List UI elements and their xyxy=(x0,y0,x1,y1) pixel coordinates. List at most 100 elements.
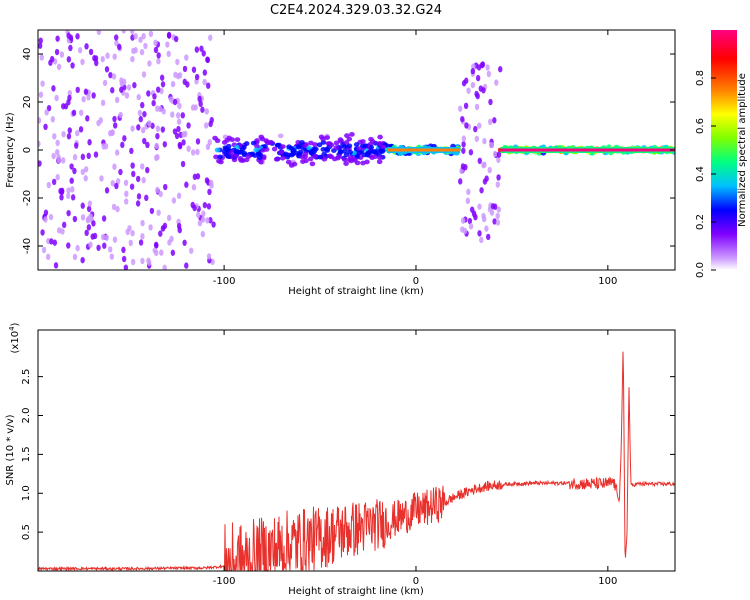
heatmap-cell xyxy=(122,78,127,86)
heatmap-cell xyxy=(43,216,48,223)
heatmap-cell xyxy=(158,190,163,198)
heatmap-cell xyxy=(158,230,163,237)
heatmap-cell xyxy=(81,96,86,103)
heatmap-cell xyxy=(171,197,177,204)
heatmap-cell xyxy=(88,241,93,248)
heatmap-cell xyxy=(78,126,84,133)
heatmap-cell xyxy=(80,214,86,221)
heatmap-cell xyxy=(200,216,206,223)
heatmap-cell xyxy=(80,256,85,264)
heatmap-cell xyxy=(39,54,44,61)
heatmap-cell xyxy=(180,160,186,168)
spectrogram-y-axis-label: Frequency (Hz) xyxy=(5,112,16,188)
heatmap-cell xyxy=(121,246,126,254)
heatmap-cell xyxy=(140,219,145,227)
heatmap-cell xyxy=(139,48,145,56)
heatmap-cell xyxy=(182,78,187,86)
heatmap-cell xyxy=(468,149,474,156)
heatmap-cell xyxy=(38,91,44,98)
heatmap-cell xyxy=(114,96,120,104)
heatmap-cell xyxy=(100,233,106,241)
heatmap-cell xyxy=(178,143,183,150)
heatmap-cell xyxy=(494,79,499,86)
heatmap-cell xyxy=(324,148,331,153)
spectrogram-x-axis-label: Height of straight line (km) xyxy=(288,286,424,297)
heatmap-cell xyxy=(87,200,93,207)
heatmap-cell xyxy=(190,149,196,156)
heatmap-cell xyxy=(495,181,500,188)
heatmap-cell xyxy=(189,247,194,254)
heatmap-cell xyxy=(68,44,73,52)
heatmap-cell xyxy=(260,147,266,153)
heatmap-cell xyxy=(177,102,182,110)
heatmap-cell xyxy=(343,140,350,145)
heatmap-cell xyxy=(147,120,152,127)
heatmap-cell xyxy=(477,122,482,129)
heatmap-cell xyxy=(77,47,83,54)
spectrogram-y-tick-label: 40 xyxy=(22,48,33,61)
heatmap-cell xyxy=(380,144,386,150)
heatmap-cell xyxy=(475,92,480,100)
heatmap-cell xyxy=(130,125,135,132)
heatmap-cell xyxy=(140,163,145,170)
heatmap-cell xyxy=(306,145,312,151)
snr-y-tick-label: 1.0 xyxy=(21,485,32,501)
heatmap-cell xyxy=(377,155,383,160)
snr-x-ticks: -100 0 100 xyxy=(213,330,617,587)
heatmap-cell xyxy=(51,178,57,186)
heatmap-cell xyxy=(125,228,130,236)
figure-title: C2E4.2024.329.03.32.G24 xyxy=(270,3,442,18)
heatmap-cell xyxy=(291,161,298,167)
heatmap-cell xyxy=(131,170,136,178)
heatmap-cell xyxy=(477,203,482,210)
heatmap-cell xyxy=(492,150,498,158)
heatmap-cell xyxy=(312,142,318,147)
heatmap-cell xyxy=(114,182,119,190)
heatmap-cell xyxy=(285,159,292,165)
heatmap-cell xyxy=(153,46,159,54)
heatmap-cell xyxy=(184,181,189,188)
heatmap-cell xyxy=(482,137,487,145)
heatmap-cell xyxy=(52,133,57,140)
heatmap-cell xyxy=(233,149,240,155)
heatmap-cell xyxy=(222,145,229,151)
heatmap-cell xyxy=(59,51,65,58)
heatmap-cell xyxy=(243,141,250,146)
heatmap-cell xyxy=(156,52,161,59)
heatmap-cell xyxy=(302,154,308,160)
heatmap-cell xyxy=(312,153,319,159)
heatmap-cell xyxy=(67,127,72,134)
heatmap-cell xyxy=(278,149,284,155)
heatmap-cell xyxy=(202,201,208,209)
heatmap-cell xyxy=(46,104,52,112)
snr-x-tick-label: 100 xyxy=(598,576,617,587)
spectrogram-x-tick-label: 100 xyxy=(598,276,617,287)
colorbar-tick-label: 0.2 xyxy=(695,214,706,230)
heatmap-cell xyxy=(360,139,366,144)
heatmap-cell xyxy=(195,138,201,145)
heatmap-cell xyxy=(161,108,166,115)
heatmap-cell xyxy=(119,86,124,93)
heatmap-cell xyxy=(346,143,353,149)
heatmap-cell xyxy=(191,66,197,73)
heatmap-cell xyxy=(142,110,147,118)
heatmap-cell xyxy=(151,99,156,107)
heatmap-cell xyxy=(279,155,286,161)
heatmap-cell xyxy=(154,142,159,150)
heatmap-cell xyxy=(170,80,176,88)
heatmap-cell xyxy=(492,218,497,225)
heatmap-cell xyxy=(155,125,161,132)
heatmap-cell xyxy=(94,59,99,67)
heatmap-cell xyxy=(258,134,265,140)
heatmap-cell xyxy=(464,122,469,129)
heatmap-cell xyxy=(206,203,212,210)
heatmap-cell xyxy=(358,149,365,155)
heatmap-cell xyxy=(44,109,49,116)
spectrogram-y-tick-label: 20 xyxy=(22,96,33,109)
heatmap-cell xyxy=(299,140,305,145)
heatmap-cell xyxy=(224,137,230,143)
colorbar-tick-label: 0.4 xyxy=(695,166,706,182)
heatmap-cell xyxy=(38,117,42,124)
spectrogram-heatmap xyxy=(38,30,675,270)
heatmap-cell xyxy=(66,56,72,63)
